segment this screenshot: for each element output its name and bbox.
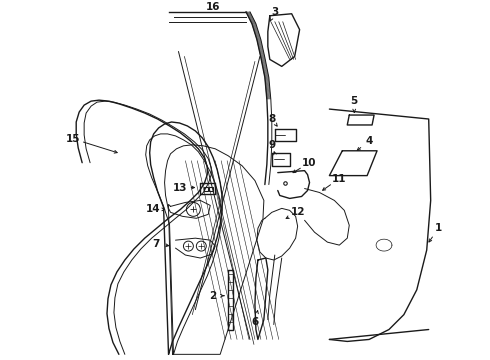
Text: 1: 1 <box>435 223 442 233</box>
Text: 11: 11 <box>332 174 346 184</box>
Text: 12: 12 <box>291 207 305 217</box>
Text: 16: 16 <box>206 2 220 12</box>
Text: 14: 14 <box>146 204 160 214</box>
Text: 13: 13 <box>173 183 188 193</box>
Text: 10: 10 <box>302 158 317 168</box>
Text: 7: 7 <box>152 239 159 249</box>
Text: 3: 3 <box>271 7 278 17</box>
Text: 8: 8 <box>268 114 275 124</box>
Text: 6: 6 <box>251 316 259 327</box>
Text: 4: 4 <box>366 136 373 146</box>
Text: 5: 5 <box>351 96 358 106</box>
Text: 2: 2 <box>210 291 217 301</box>
Text: 9: 9 <box>268 140 275 150</box>
Text: 15: 15 <box>66 134 80 144</box>
